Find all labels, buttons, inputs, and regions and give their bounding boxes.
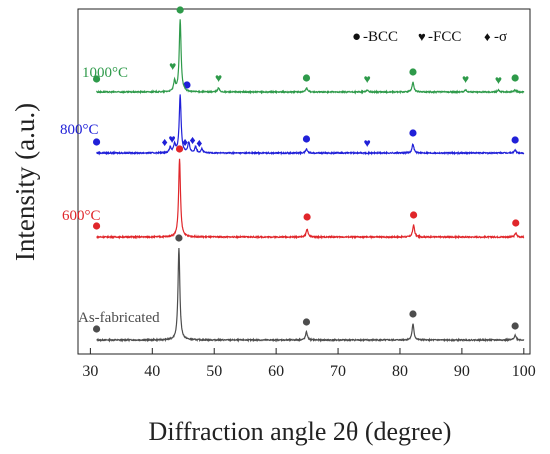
y-axis-label: Intensity (a.u.) — [10, 103, 40, 261]
bcc-marker — [175, 145, 184, 153]
sigma-marker: ♦ — [189, 133, 195, 147]
bcc-marker — [511, 136, 519, 144]
fcc-marker: ♥ — [169, 59, 176, 73]
bcc-marker — [302, 135, 311, 143]
bcc-marker — [409, 211, 418, 219]
bcc-marker — [302, 318, 311, 326]
bcc-marker — [92, 138, 101, 146]
bcc-marker — [409, 68, 417, 76]
legend-fcc-label: -FCC — [428, 29, 461, 45]
series-label: 800°C — [60, 122, 99, 138]
series-label: 600°C — [62, 208, 101, 224]
legend-bcc-label: -BCC — [363, 29, 398, 45]
bcc-marker — [409, 129, 417, 137]
series-line — [96, 158, 525, 240]
sigma-marker: ♦ — [162, 135, 168, 149]
legend-sigma-label: -σ — [494, 29, 507, 45]
series-line — [96, 19, 525, 95]
bcc-marker — [409, 310, 417, 318]
bcc-marker — [511, 74, 519, 82]
fcc-marker: ♥ — [462, 72, 469, 86]
x-tick-label: 100 — [512, 363, 536, 380]
fcc-marker: ♥ — [169, 132, 176, 146]
legend-fcc-symbol: ♥ — [418, 29, 426, 44]
x-axis-ticks: 30 40 50 60 70 80 90 100 — [82, 348, 536, 380]
sigma-marker: ♦ — [182, 135, 188, 149]
bcc-marker — [303, 213, 311, 221]
series-label: As-fabricated — [78, 310, 160, 326]
x-tick-label: 40 — [144, 363, 160, 380]
series-line — [96, 94, 525, 156]
bcc-marker — [512, 219, 520, 227]
x-tick-label: 50 — [206, 363, 222, 380]
legend-bcc-symbol: ● — [352, 29, 361, 45]
series-label: 1000°C — [82, 65, 128, 81]
fcc-marker: ♥ — [364, 136, 371, 150]
series-line — [96, 248, 525, 343]
bcc-marker — [183, 81, 191, 89]
bcc-marker — [302, 74, 311, 82]
fcc-marker: ♥ — [215, 71, 222, 85]
fcc-marker: ♥ — [495, 73, 502, 87]
x-tick-label: 60 — [268, 363, 284, 380]
x-tick-label: 80 — [392, 363, 408, 380]
bcc-marker — [175, 234, 183, 242]
legend-sigma-symbol: ♦ — [484, 29, 491, 44]
x-axis-label: Diffraction angle 2θ (degree) — [149, 417, 452, 446]
bcc-marker — [92, 222, 101, 230]
bcc-marker — [92, 75, 101, 83]
x-tick-label: 90 — [454, 363, 470, 380]
x-tick-label: 70 — [330, 363, 346, 380]
fcc-marker: ♥ — [364, 72, 371, 86]
x-tick-label: 30 — [82, 363, 98, 380]
legend: ● -BCC ♥ -FCC ♦ -σ — [352, 29, 507, 45]
bcc-marker — [92, 325, 101, 333]
sigma-marker: ♦ — [196, 136, 202, 150]
bcc-marker — [176, 6, 184, 14]
bcc-marker — [511, 322, 519, 330]
plot-frame — [77, 8, 531, 355]
